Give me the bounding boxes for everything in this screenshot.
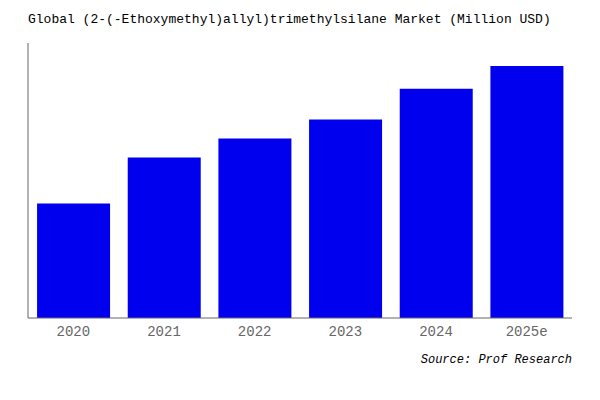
svg-text:2023: 2023 xyxy=(329,324,363,340)
html-text:Global (2-(-Ethoxymethyl)allyl: Global (2-(-Ethoxymethyl)allyl)trimethyl… xyxy=(28,12,551,27)
html-text:Source: Prof Research: Source: Prof Research xyxy=(420,353,572,367)
svg-text:2021: 2021 xyxy=(147,324,181,340)
svg-text:2024: 2024 xyxy=(419,324,453,340)
svg-text:2020: 2020 xyxy=(57,324,91,340)
svg-text:2022: 2022 xyxy=(238,324,272,340)
svg-text:2025e: 2025e xyxy=(506,324,548,340)
